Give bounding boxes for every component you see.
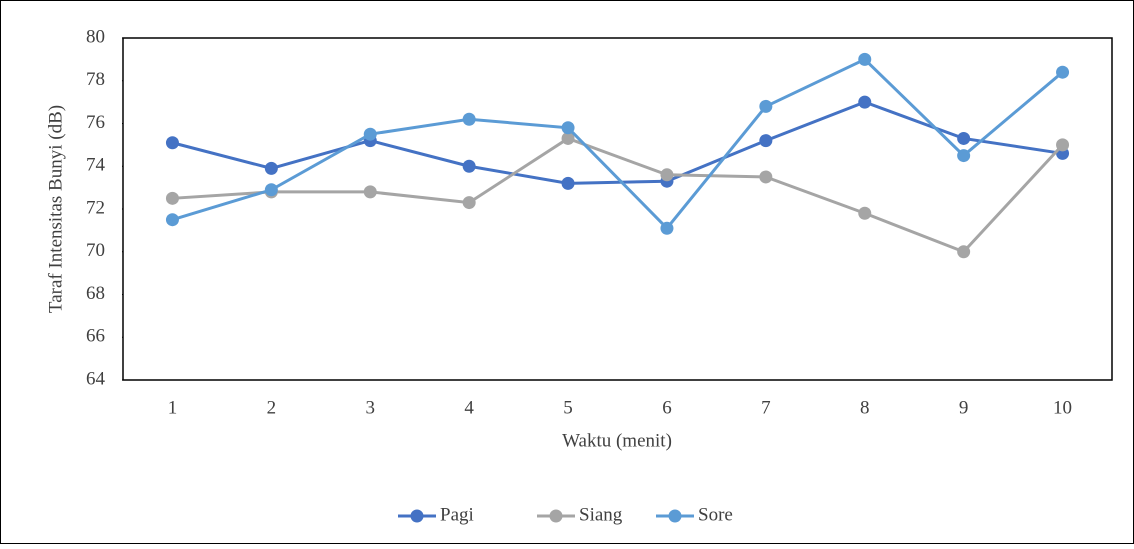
y-tick-label: 74 <box>86 155 106 176</box>
data-point <box>759 99 773 113</box>
data-point <box>759 134 773 148</box>
y-tick-label: 70 <box>86 240 105 261</box>
x-tick-label: 1 <box>168 397 178 418</box>
legend-marker <box>668 509 682 523</box>
data-point <box>462 159 476 173</box>
y-tick-label: 80 <box>86 26 105 47</box>
data-point <box>462 112 476 126</box>
data-point <box>264 161 278 175</box>
data-point <box>561 131 575 145</box>
data-point <box>561 121 575 135</box>
data-point <box>561 176 575 190</box>
y-tick-label: 78 <box>86 69 105 90</box>
y-tick-label: 76 <box>86 112 105 133</box>
x-tick-label: 7 <box>761 397 771 418</box>
legend-marker <box>410 509 424 523</box>
data-point <box>957 245 971 259</box>
y-tick-label: 64 <box>86 368 106 389</box>
data-point <box>858 95 872 109</box>
data-point <box>858 52 872 66</box>
data-point <box>759 170 773 184</box>
series-line <box>172 100 1063 185</box>
legend-label: Siang <box>579 504 623 525</box>
data-point <box>363 127 377 141</box>
legend-label: Sore <box>698 504 733 525</box>
data-point <box>264 183 278 197</box>
x-tick-label: 3 <box>366 397 376 418</box>
data-point <box>363 185 377 199</box>
y-axis-label: Taraf Intensitas Bunyi (dB) <box>45 105 66 313</box>
data-point <box>165 136 179 150</box>
data-point <box>165 213 179 227</box>
x-tick-label: 2 <box>267 397 277 418</box>
legend-marker <box>549 509 563 523</box>
data-point <box>660 221 674 235</box>
series-line <box>172 57 1064 231</box>
x-tick-label: 10 <box>1053 397 1072 418</box>
x-axis-label: Waktu (menit) <box>562 430 672 451</box>
data-point <box>462 196 476 210</box>
data-point <box>165 191 179 205</box>
data-point <box>957 131 971 145</box>
x-tick-label: 6 <box>662 397 672 418</box>
x-tick-label: 8 <box>860 397 870 418</box>
x-tick-label: 5 <box>563 397 573 418</box>
y-tick-label: 72 <box>86 197 105 218</box>
series-line <box>172 136 1064 254</box>
data-point <box>1056 138 1070 152</box>
y-tick-label: 66 <box>86 326 105 347</box>
data-point <box>858 206 872 220</box>
x-tick-label: 4 <box>464 397 474 418</box>
data-point <box>1056 65 1070 79</box>
y-tick-label: 68 <box>86 283 105 304</box>
data-point <box>957 149 971 163</box>
x-tick-label: 9 <box>959 397 969 418</box>
data-point <box>660 168 674 182</box>
legend-label: Pagi <box>440 504 474 525</box>
